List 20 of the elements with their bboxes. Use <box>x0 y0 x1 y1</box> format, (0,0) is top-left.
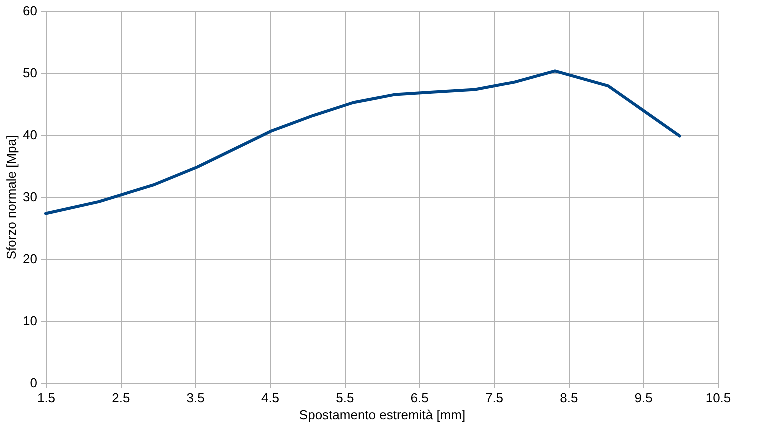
y-tick-label: 40 <box>23 128 38 142</box>
x-tick-label: 4.5 <box>261 390 280 406</box>
x-tick-label: 6.5 <box>410 390 429 406</box>
x-tick-label: 10.5 <box>706 390 732 406</box>
x-axis-title: Spostamento estremità [mm] <box>299 408 466 422</box>
x-tick-label: 5.5 <box>336 390 354 406</box>
line-series <box>44 70 682 216</box>
x-tick-label: 3.5 <box>186 390 205 406</box>
y-tick-label: 50 <box>23 66 38 80</box>
x-tick-label: 2.5 <box>112 390 130 406</box>
y-tick-label: 30 <box>23 190 38 204</box>
y-axis-title: Sforzo normale [Mpa] <box>4 135 20 260</box>
x-tick-label: 8.5 <box>560 390 578 406</box>
x-tick-label: 7.5 <box>485 390 504 406</box>
y-tick-label: 20 <box>23 252 38 266</box>
y-tick-label: 60 <box>23 4 38 18</box>
y-tick-label: 0 <box>30 376 38 390</box>
x-tick-label: 9.5 <box>634 390 653 406</box>
x-tick-label: 1.5 <box>37 390 56 406</box>
y-tick-label: 10 <box>23 314 38 328</box>
